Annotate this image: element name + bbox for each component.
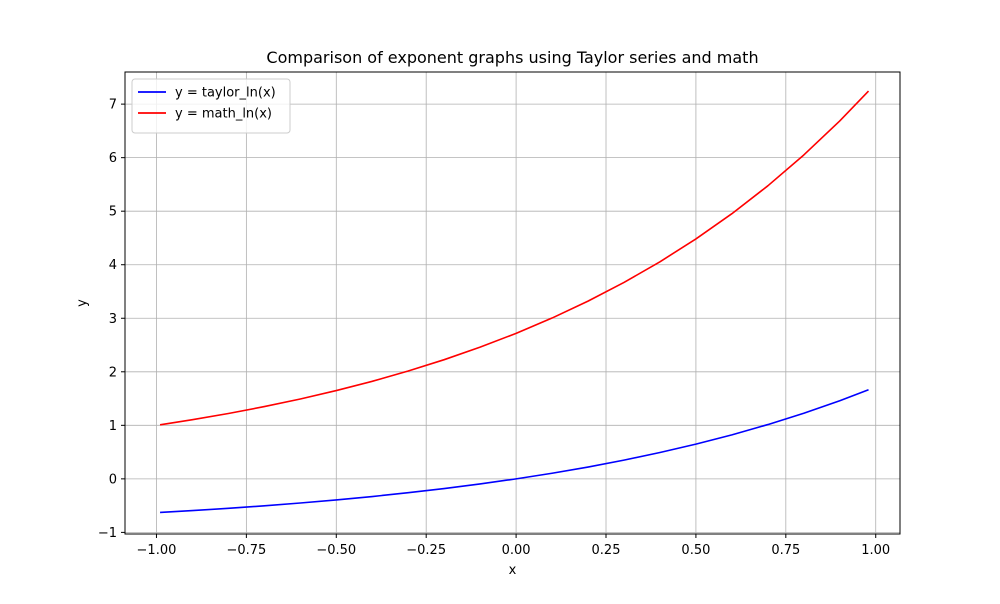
y-tick-label: 2 [109,365,117,380]
y-axis-ticks: −1 0 1 2 3 4 5 6 7 [98,98,125,541]
series-line-2 [159,90,870,426]
grid [125,72,900,534]
x-tick-label: 0.00 [502,543,531,558]
x-tick-label: 0.50 [681,543,710,558]
plot-frame [124,71,901,535]
x-tick-label: −0.50 [316,543,356,558]
x-tick-label: −1.00 [137,543,177,558]
x-axis-label: x [509,563,517,578]
y-tick-label: 7 [109,98,117,113]
x-tick-label: −0.25 [406,543,446,558]
legend-label-2: y = math_ln(x) [175,107,272,122]
y-tick-label: 0 [109,472,117,487]
y-tick-label: 5 [109,205,117,220]
y-tick-label: 6 [109,151,117,166]
y-tick-label: 4 [109,258,117,273]
y-axis-label: y [75,299,90,307]
legend-box [131,78,291,134]
legend: y = taylor_ln(x)y = math_ln(x) [131,78,291,134]
x-tick-label: 0.75 [771,543,800,558]
x-tick-label: 1.00 [861,543,890,558]
x-axis-ticks: −1.00 −0.75 −0.50 −0.25 0.00 0.25 0.50 0.75 1.00 [137,534,890,558]
y-tick-label: −1 [98,526,117,541]
series-layer [159,90,870,514]
y-tick-label: 1 [109,419,117,434]
series-line-1 [160,389,869,514]
y-tick-label: 3 [109,312,117,327]
legend-label-1: y = taylor_ln(x) [175,86,276,101]
chart-title: Comparison of exponent graphs using Tayl… [266,48,758,67]
x-tick-label: 0.25 [592,543,621,558]
x-tick-label: −0.75 [226,543,266,558]
